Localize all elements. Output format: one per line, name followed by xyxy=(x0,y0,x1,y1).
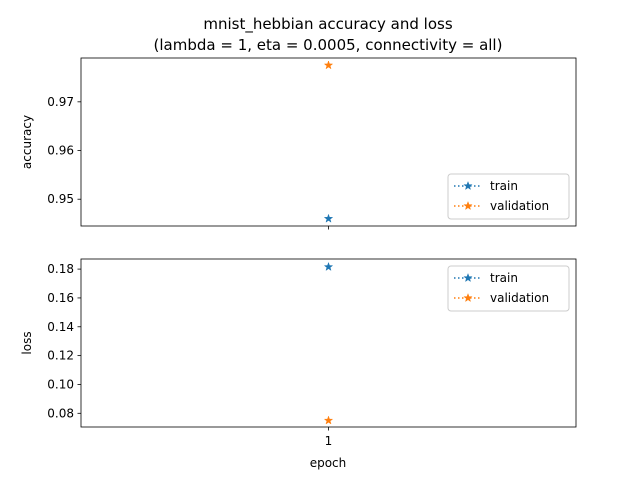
y-axis-label: loss xyxy=(20,331,34,354)
y-tick-label: 0.08 xyxy=(47,406,74,420)
y-tick-label: 0.10 xyxy=(47,377,74,391)
data-point-train xyxy=(323,213,334,223)
legend-label-validation: validation xyxy=(490,199,549,213)
legend-label-train: train xyxy=(490,179,518,193)
x-axis-label: epoch xyxy=(310,456,347,470)
data-point-validation xyxy=(323,415,334,425)
legend-label-validation: validation xyxy=(490,291,549,305)
subplot-accuracy: 0.95 0.96 0.97 accuracy train validation xyxy=(20,57,577,230)
y-tick-label: 0.18 xyxy=(47,262,74,276)
chart-subtitle: (lambda = 1, eta = 0.0005, connectivity … xyxy=(154,36,503,54)
x-tick-label: 1 xyxy=(325,434,333,448)
legend: train validation xyxy=(447,173,570,220)
y-axis-label: accuracy xyxy=(20,115,34,169)
subplot-loss: 0.08 0.10 0.12 0.14 0.16 0.18 1 loss train valida… xyxy=(20,258,577,448)
chart-title: mnist_hebbian accuracy and loss xyxy=(203,15,452,34)
legend: train validation xyxy=(447,265,570,312)
data-point-validation xyxy=(323,60,334,70)
y-tick-label: 0.14 xyxy=(47,320,74,334)
legend-marker-train xyxy=(463,272,473,283)
y-tick-label: 0.16 xyxy=(47,291,74,305)
y-tick-label: 0.12 xyxy=(47,349,74,363)
y-tick-label: 0.95 xyxy=(47,192,74,206)
y-tick-label: 0.97 xyxy=(47,95,74,109)
legend-marker-train xyxy=(463,180,473,191)
legend-marker-validation xyxy=(463,200,473,211)
subplots: 0.950.960.97accuracytrainvalidation0.080… xyxy=(20,57,577,448)
y-tick-label: 0.96 xyxy=(47,144,74,158)
legend-label-train: train xyxy=(490,271,518,285)
data-point-train xyxy=(323,261,334,272)
legend-marker-validation xyxy=(463,292,473,303)
